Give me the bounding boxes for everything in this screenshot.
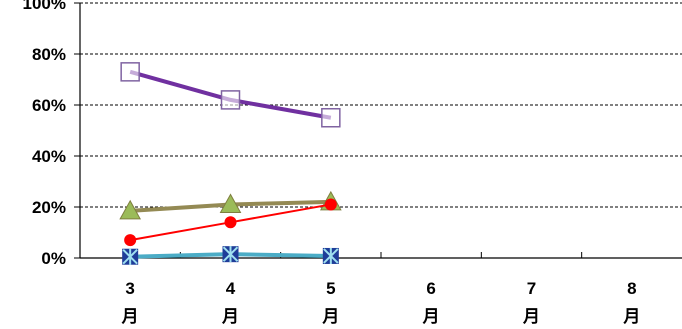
x-tick-label: 8 — [627, 279, 636, 298]
y-tick-label: 80% — [32, 45, 66, 64]
data-point-glyph — [222, 246, 239, 263]
y-tick-label: 20% — [32, 198, 66, 217]
x-tick-label: 月 — [221, 307, 239, 326]
grid-layer — [80, 2, 682, 208]
x-tick-label: 5 — [326, 279, 335, 298]
x-tick-label: 4 — [226, 279, 236, 298]
x-tick-label: 月 — [522, 307, 540, 326]
data-point — [324, 198, 337, 211]
data-point — [220, 90, 241, 110]
data-point — [119, 199, 142, 220]
x-tick-label: 月 — [422, 307, 440, 326]
series-layer — [119, 62, 342, 265]
x-tick-label: 3 — [125, 279, 134, 298]
label-layer: 0% 20% 40% 60% 80% 100% 3 月 4 月 5 月 6 月 7 月 8 月 — [23, 0, 641, 326]
data-point — [219, 193, 242, 213]
x-tick-label: 7 — [527, 279, 536, 298]
y-tick-label: 100% — [23, 0, 66, 13]
data-point-glyph — [122, 248, 138, 265]
data-point-glyph — [323, 247, 339, 264]
y-tick-label: 60% — [32, 96, 66, 115]
data-point — [321, 108, 341, 128]
x-tick-label: 月 — [622, 307, 640, 326]
data-point — [224, 216, 237, 229]
data-point — [124, 234, 137, 247]
y-tick-label: 0% — [41, 249, 66, 268]
x-tick-label: 月 — [121, 307, 139, 326]
data-point — [120, 62, 140, 82]
x-tick-label: 月 — [321, 307, 339, 326]
y-tick-label: 40% — [32, 147, 66, 166]
x-tick-label: 6 — [426, 279, 435, 298]
axis-layer — [74, 2, 682, 259]
